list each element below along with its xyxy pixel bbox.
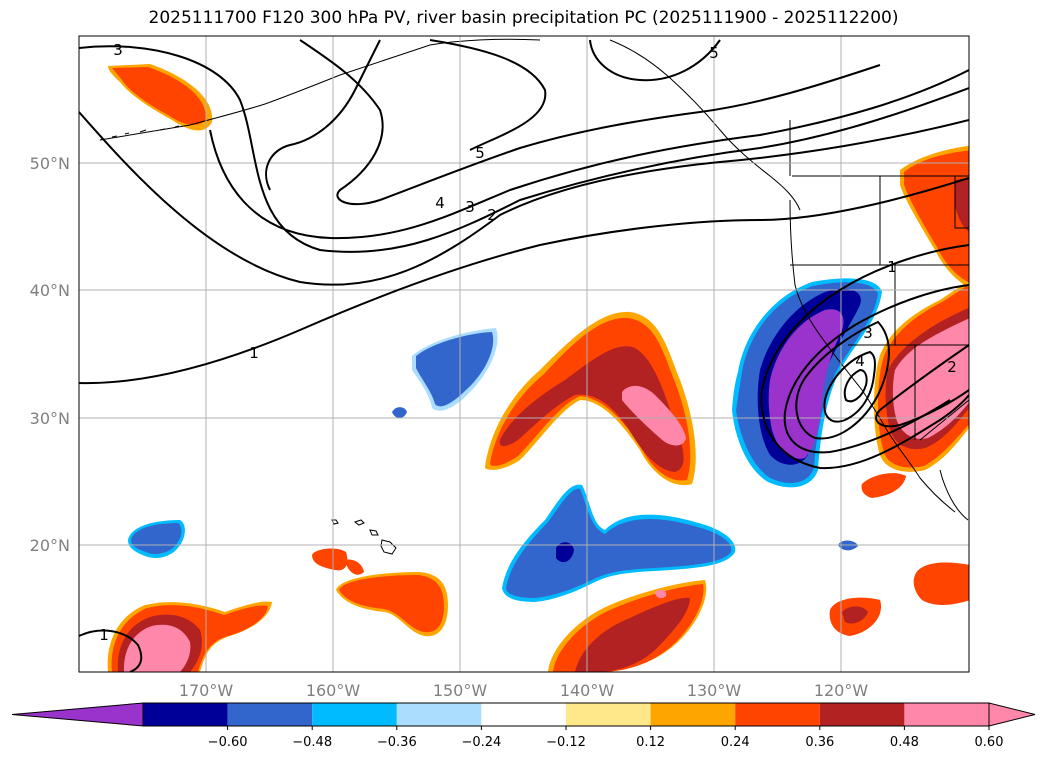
colorbar-segment xyxy=(566,703,651,726)
latitude-labels: 50°N 40°N 30°N 20°N xyxy=(30,154,70,555)
colorbar-segment xyxy=(819,703,905,726)
svg-text:150°W: 150°W xyxy=(433,681,488,700)
svg-text:1: 1 xyxy=(887,258,897,276)
gridlines xyxy=(79,36,969,672)
svg-text:2: 2 xyxy=(947,358,957,376)
colorbar-segment xyxy=(735,703,820,726)
colorbar-tick-label: −0.12 xyxy=(546,735,586,750)
colorbar-tick-label: 0.60 xyxy=(975,735,1004,750)
svg-text:160°W: 160°W xyxy=(306,681,361,700)
pv-contour-1 xyxy=(79,177,969,385)
longitude-labels: 170°W 160°W 150°W 140°W 130°W 120°W xyxy=(179,681,869,700)
svg-text:5: 5 xyxy=(475,144,485,162)
svg-text:120°W: 120°W xyxy=(814,681,869,700)
svg-text:4: 4 xyxy=(855,352,865,370)
contour-labels: 3 5 5 4 3 2 1 1 1 3 4 2 xyxy=(99,41,957,644)
colorbar-tick-label: −0.60 xyxy=(208,735,248,750)
svg-text:1: 1 xyxy=(249,344,259,362)
colorbar-extend-min xyxy=(11,702,144,727)
pv-contour-4 xyxy=(209,69,969,240)
pv-contours xyxy=(79,39,969,672)
svg-text:20°N: 20°N xyxy=(30,536,70,555)
svg-text:5: 5 xyxy=(709,44,719,62)
colorbar-tick-label: −0.48 xyxy=(292,735,332,750)
colorbar-tick-label: −0.36 xyxy=(377,735,417,750)
svg-text:50°N: 50°N xyxy=(30,154,70,173)
pv-contour-5 xyxy=(299,39,881,206)
map-title: 2025111700 F120 300 hPa PV, river basin … xyxy=(148,8,899,28)
svg-text:3: 3 xyxy=(465,198,475,216)
pv-contour-2 xyxy=(79,111,969,286)
colorbar-segment xyxy=(481,703,566,726)
colorbar-segment xyxy=(650,703,736,726)
svg-text:40°N: 40°N xyxy=(30,281,70,300)
map-frame xyxy=(78,35,970,673)
colorbar-tick-label: 0.48 xyxy=(890,735,919,750)
colorbar-tick-label: 0.36 xyxy=(805,735,834,750)
pv-contour-3 xyxy=(79,45,969,253)
svg-text:1: 1 xyxy=(99,626,109,644)
colorbar-tick-label: −0.24 xyxy=(461,735,501,750)
colorbar-segment xyxy=(396,703,482,726)
svg-text:3: 3 xyxy=(863,324,873,342)
svg-text:30°N: 30°N xyxy=(30,409,70,428)
svg-text:4: 4 xyxy=(435,194,445,212)
colorbar-tick-label: 0.24 xyxy=(721,735,750,750)
colorbar-segment xyxy=(904,703,989,726)
svg-text:140°W: 140°W xyxy=(560,681,615,700)
colorbar-extend-max xyxy=(988,702,1036,727)
colorbar-tick-label: 0.12 xyxy=(636,735,665,750)
precip-fields xyxy=(107,64,969,672)
colorbar: −0.60 −0.48 −0.36 −0.24 −0.12 0.12 0.24 0.36 0.4… xyxy=(11,702,1036,750)
colorbar-segment xyxy=(227,703,313,726)
svg-text:2: 2 xyxy=(487,206,497,224)
map-area: 3 5 5 4 3 2 1 1 1 3 4 2 xyxy=(79,36,969,672)
svg-text:170°W: 170°W xyxy=(179,681,234,700)
svg-text:3: 3 xyxy=(113,41,123,59)
colorbar-segment xyxy=(143,703,228,726)
svg-text:130°W: 130°W xyxy=(687,681,742,700)
colorbar-segment xyxy=(312,703,397,726)
